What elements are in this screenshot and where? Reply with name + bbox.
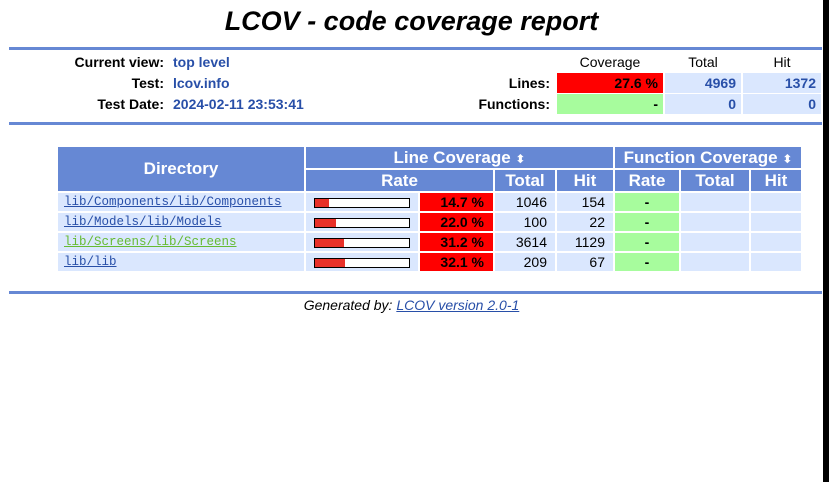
footer: Generated by: LCOV version 2.0-1 [0, 297, 823, 313]
hit-header: Hit [557, 170, 613, 191]
header-divider [9, 122, 822, 125]
function-total [681, 253, 749, 271]
line-rate: 32.1 % [420, 253, 493, 271]
coverage-bar [314, 218, 410, 229]
line-total: 3614 [495, 233, 555, 251]
functions-hit: 0 [743, 94, 821, 114]
function-hit [751, 233, 801, 251]
function-rate: - [615, 233, 679, 251]
coverage-bar-fill [315, 259, 346, 268]
line-coverage-label: Line Coverage [393, 147, 511, 167]
page-title: LCOV - code coverage report [224, 6, 599, 36]
directory-header[interactable]: Directory [58, 147, 304, 191]
current-view-link[interactable]: top level [173, 54, 230, 70]
line-total: 1046 [495, 193, 555, 211]
function-rate: - [615, 253, 679, 271]
test-label: Test: [131, 75, 164, 91]
directory-link[interactable]: lib/lib [64, 255, 117, 269]
line-rate: 22.0 % [420, 213, 493, 231]
function-hit [751, 253, 801, 271]
directory-link[interactable]: lib/Screens/lib/Screens [64, 235, 237, 249]
directory-link[interactable]: lib/Models/lib/Models [64, 215, 222, 229]
lines-hit: 1372 [743, 73, 821, 93]
function-total [681, 233, 749, 251]
lcov-version-link[interactable]: LCOV version 2.0-1 [396, 297, 520, 313]
coverage-bar-fill [315, 239, 345, 248]
line-total: 100 [495, 213, 555, 231]
table-row: lib/Models/lib/Models 22.0 % 100 22 - [58, 213, 801, 231]
sort-icon[interactable]: ⬍ [515, 151, 526, 166]
line-rate: 31.2 % [420, 233, 493, 251]
function-rate: - [615, 213, 679, 231]
function-hit [751, 193, 801, 211]
directory-table: Directory Line Coverage ⬍ Function Cover… [56, 145, 803, 273]
function-hit-header: Hit [751, 170, 801, 191]
test-date-label: Test Date: [97, 96, 164, 112]
directory-header-label: Directory [143, 159, 219, 178]
function-hit [751, 213, 801, 231]
line-hit: 22 [557, 213, 613, 231]
function-total [681, 213, 749, 231]
line-total: 209 [495, 253, 555, 271]
function-coverage-header[interactable]: Function Coverage ⬍ [615, 147, 801, 168]
line-hit: 1129 [557, 233, 613, 251]
current-view-label: Current view: [74, 54, 164, 70]
table-row: lib/Screens/lib/Screens 31.2 % 3614 1129… [58, 233, 801, 251]
line-rate: 14.7 % [420, 193, 493, 211]
function-total [681, 193, 749, 211]
function-total-header: Total [681, 170, 749, 191]
table-row: lib/lib 32.1 % 209 67 - [58, 253, 801, 271]
rate-header: Rate [306, 170, 493, 191]
lines-coverage: 27.6 % [557, 73, 663, 93]
lines-total: 4969 [665, 73, 741, 93]
summary-total-header: Total [688, 54, 718, 70]
function-rate: - [615, 193, 679, 211]
top-divider [9, 47, 822, 50]
line-coverage-header[interactable]: Line Coverage ⬍ [306, 147, 613, 168]
coverage-bar-fill [315, 199, 329, 208]
sort-icon[interactable]: ⬍ [782, 151, 793, 166]
summary-hit-header: Hit [773, 54, 791, 70]
test-date-value: 2024-02-11 23:53:41 [173, 96, 304, 112]
coverage-bar [314, 238, 410, 249]
test-value: lcov.info [173, 75, 230, 91]
coverage-bar [314, 258, 410, 269]
functions-coverage: - [557, 94, 663, 114]
coverage-bar-fill [315, 219, 336, 228]
table-row: lib/Components/lib/Components 14.7 % 104… [58, 193, 801, 211]
functions-total: 0 [665, 94, 741, 114]
functions-label: Functions: [478, 96, 550, 112]
total-header: Total [495, 170, 555, 191]
line-hit: 67 [557, 253, 613, 271]
coverage-bar [314, 198, 410, 209]
summary-coverage-header: Coverage [579, 54, 641, 70]
directory-link[interactable]: lib/Components/lib/Components [64, 195, 282, 209]
function-coverage-label: Function Coverage [623, 147, 778, 167]
line-hit: 154 [557, 193, 613, 211]
lines-label: Lines: [508, 75, 550, 91]
function-rate-header: Rate [615, 170, 679, 191]
footer-divider [9, 291, 822, 294]
footer-prefix: Generated by: [303, 297, 397, 313]
